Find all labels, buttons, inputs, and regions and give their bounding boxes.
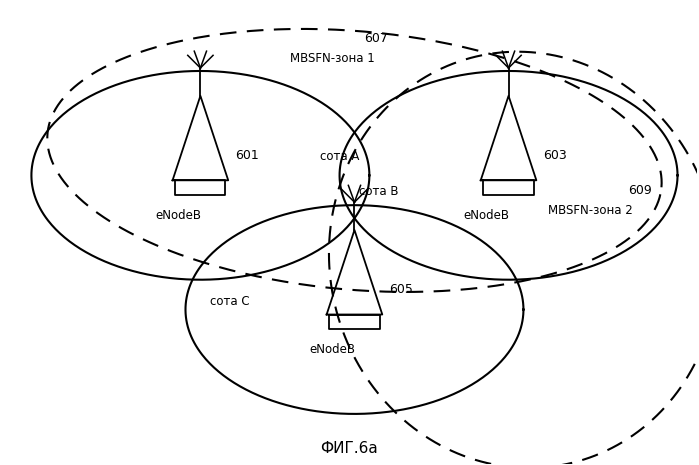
Text: eNodeB: eNodeB [156,209,202,222]
Text: 607: 607 [364,32,388,45]
Text: 603: 603 [543,149,567,162]
Text: сота В: сота В [359,185,399,198]
Text: eNodeB: eNodeB [464,209,510,222]
Text: сота С: сота С [210,294,250,307]
Text: MBSFN-зона 2: MBSFN-зона 2 [548,204,633,217]
Text: сота А: сота А [319,151,359,163]
Text: MBSFN-зона 1: MBSFN-зона 1 [290,52,375,65]
Text: 601: 601 [235,149,259,162]
Text: 609: 609 [628,184,651,197]
Text: ФИГ.6а: ФИГ.6а [321,441,378,456]
Text: 605: 605 [389,283,413,296]
Text: eNodeB: eNodeB [310,343,356,356]
